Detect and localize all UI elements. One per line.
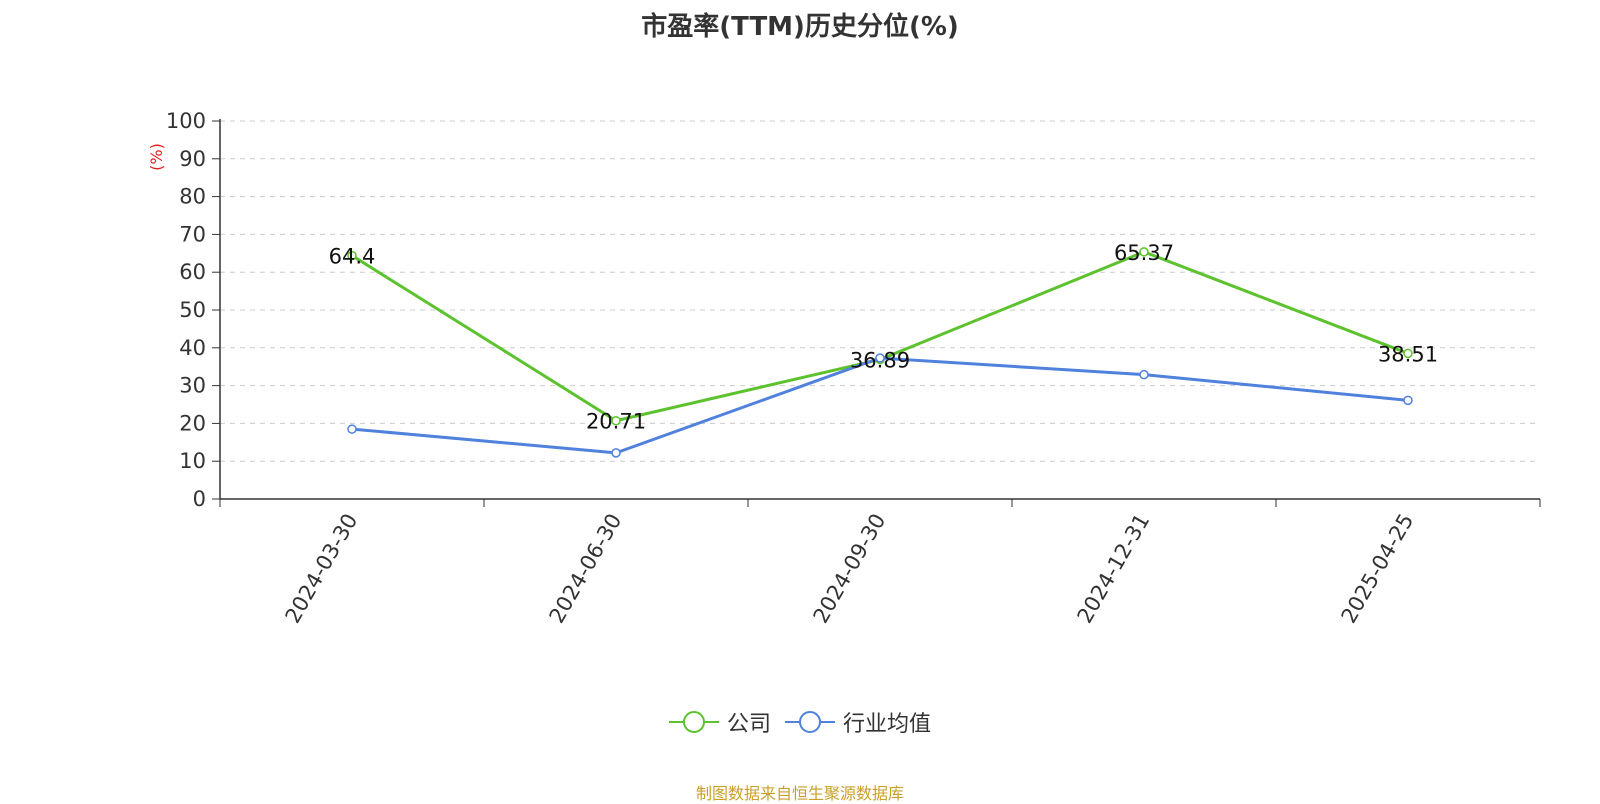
- legend-item-company[interactable]: 公司: [668, 706, 771, 738]
- legend-marker-company: [668, 711, 719, 733]
- series-0-data-label-0: 64.4: [329, 245, 376, 269]
- series-line-0: [351, 250, 1409, 423]
- legend-marker-industry: [785, 711, 835, 733]
- y-tick-label-60: 60: [179, 260, 206, 284]
- series-0-data-label-1: 20.71: [586, 410, 646, 434]
- y-tick-label-10: 10: [179, 449, 206, 473]
- series-1-point-3: [1139, 369, 1149, 380]
- series-1-point-1: [611, 448, 621, 458]
- legend: 公司 行业均值: [0, 706, 1600, 738]
- legend-item-industry[interactable]: 行业均值: [785, 706, 931, 738]
- y-tick-label-80: 80: [179, 185, 206, 209]
- y-tick-label-70: 70: [179, 222, 206, 246]
- x-tick-label-3: 2024-12-31: [1073, 510, 1155, 628]
- chart-title: 市盈率(TTM)历史分位(%): [641, 12, 959, 42]
- y-tick-label-50: 50: [179, 298, 206, 322]
- y-axis-label: (%): [147, 143, 166, 171]
- series-1-point-0: [347, 424, 357, 434]
- x-tick-label-1: 2024-06-30: [545, 510, 627, 628]
- y-tick-label-40: 40: [179, 336, 206, 360]
- series-0-point-4: [1403, 348, 1413, 359]
- series-0-point-1: [611, 415, 621, 426]
- x-tick-label-2: 2024-09-30: [809, 510, 891, 628]
- y-tick-label-30: 30: [179, 374, 206, 398]
- data-source-note: 制图数据来自恒生聚源数据库: [695, 784, 904, 803]
- series-0-data-label-3: 65.37: [1114, 241, 1174, 265]
- series-0-point-0: [347, 250, 357, 261]
- y-tick-label-90: 90: [179, 147, 206, 171]
- series-1-point-4: [1403, 395, 1413, 406]
- y-tick-label-20: 20: [179, 411, 206, 435]
- series-0-data-label-2: 36.89: [850, 349, 910, 373]
- series-0-data-label-4: 38.51: [1378, 342, 1438, 366]
- series-0-point-3: [1139, 247, 1149, 257]
- series-1-point-2: [875, 353, 885, 363]
- legend-label-company: 公司: [726, 712, 771, 737]
- x-tick-label-4: 2025-04-25: [1337, 510, 1419, 628]
- legend-label-industry: 行业均值: [843, 712, 932, 737]
- x-tick-label-0: 2024-03-30: [281, 510, 363, 628]
- y-tick-label-100: 100: [166, 109, 206, 133]
- y-tick-label-0: 0: [193, 487, 206, 511]
